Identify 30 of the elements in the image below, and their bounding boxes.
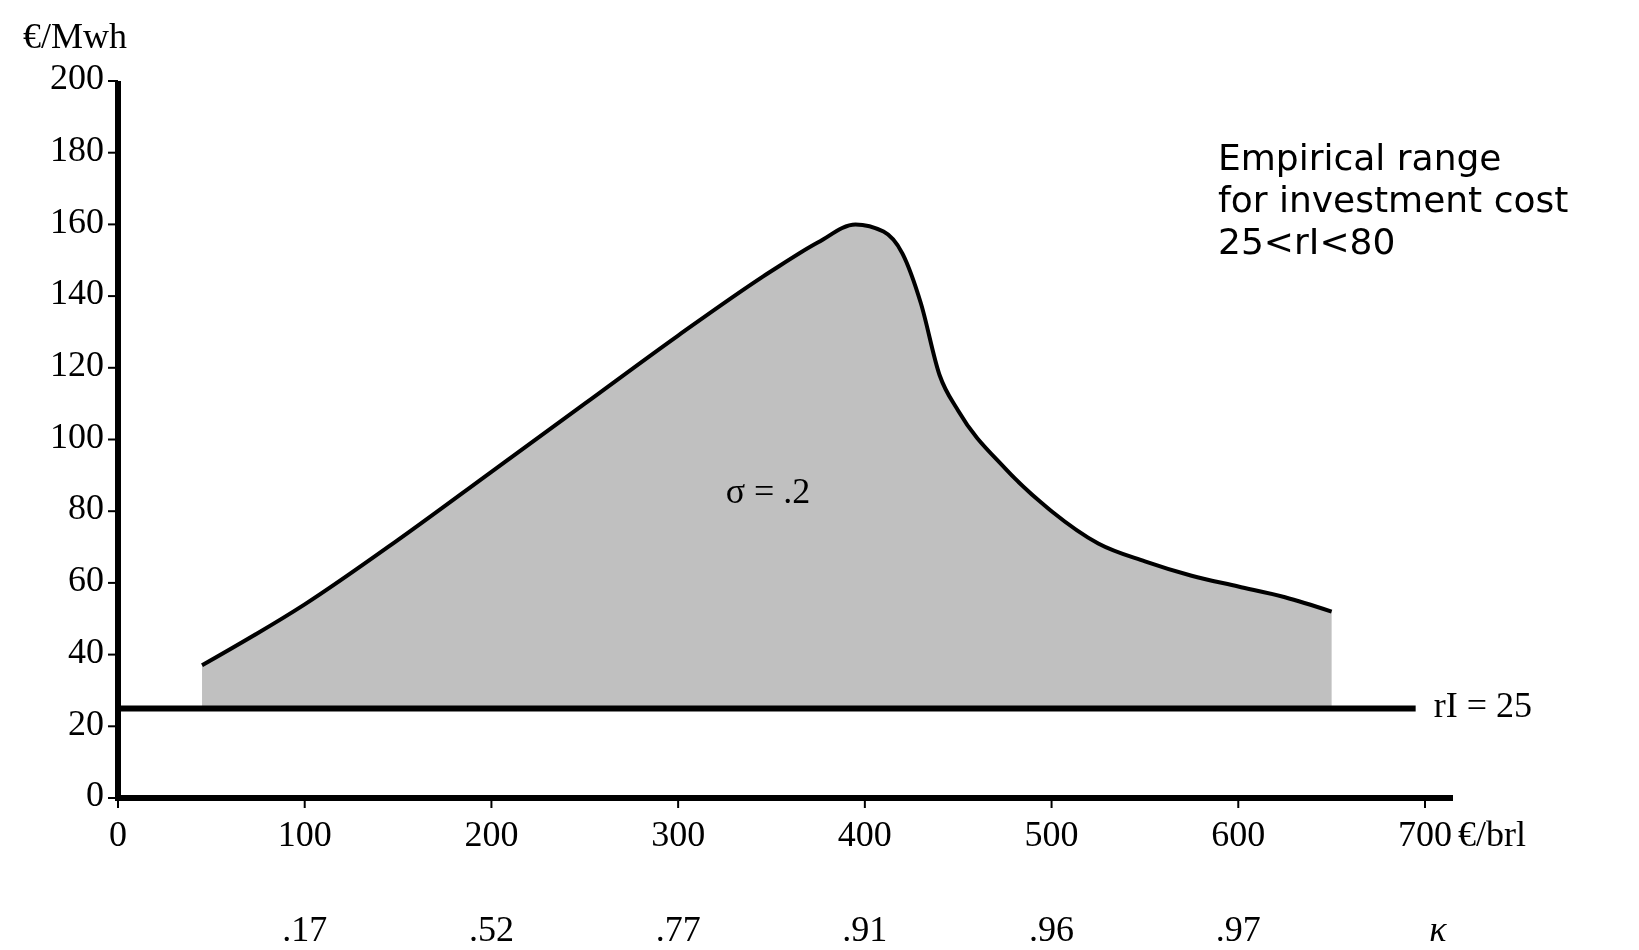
- y-tick-label: 200: [50, 57, 104, 98]
- y-axis-title: €/Mwh: [23, 16, 128, 56]
- text: .52: [468, 909, 514, 949]
- x2-axis-title: κ: [1429, 909, 1448, 949]
- y-tick-label: 180: [50, 128, 104, 169]
- x-axis-title: €/brl: [1458, 814, 1526, 854]
- annotation: Empirical range for investment cost 25<rI<80: [1218, 137, 1569, 262]
- text: .97: [1215, 909, 1261, 949]
- y-tick-label: 140: [50, 272, 104, 313]
- y-tick-label: 120: [50, 344, 104, 385]
- text: .17: [282, 909, 328, 949]
- x-tick-label: 100: [277, 814, 332, 854]
- y-tick-label: 160: [50, 200, 104, 241]
- x-tick-label: 200: [464, 814, 519, 854]
- y-tick-label: 40: [68, 630, 104, 671]
- ref-line-label: rI = 25: [1433, 684, 1532, 725]
- text: .77: [655, 909, 701, 949]
- annotation: σ = .2: [725, 471, 811, 511]
- x-tick-label: 300: [651, 814, 706, 854]
- x-tick-label: 400: [837, 814, 892, 854]
- y-tick-label: 100: [50, 415, 104, 456]
- y-tick-label: 20: [68, 702, 104, 743]
- x-tick-label: 600: [1211, 814, 1266, 854]
- y-tick-label: 0: [86, 774, 104, 815]
- x-tick-label: 700: [1397, 814, 1452, 854]
- y-tick-label: 80: [68, 487, 104, 528]
- text: .91: [842, 909, 888, 949]
- y-tick-label: 60: [68, 559, 104, 600]
- x-tick-label: 500: [1024, 814, 1079, 854]
- text: .96: [1029, 909, 1075, 949]
